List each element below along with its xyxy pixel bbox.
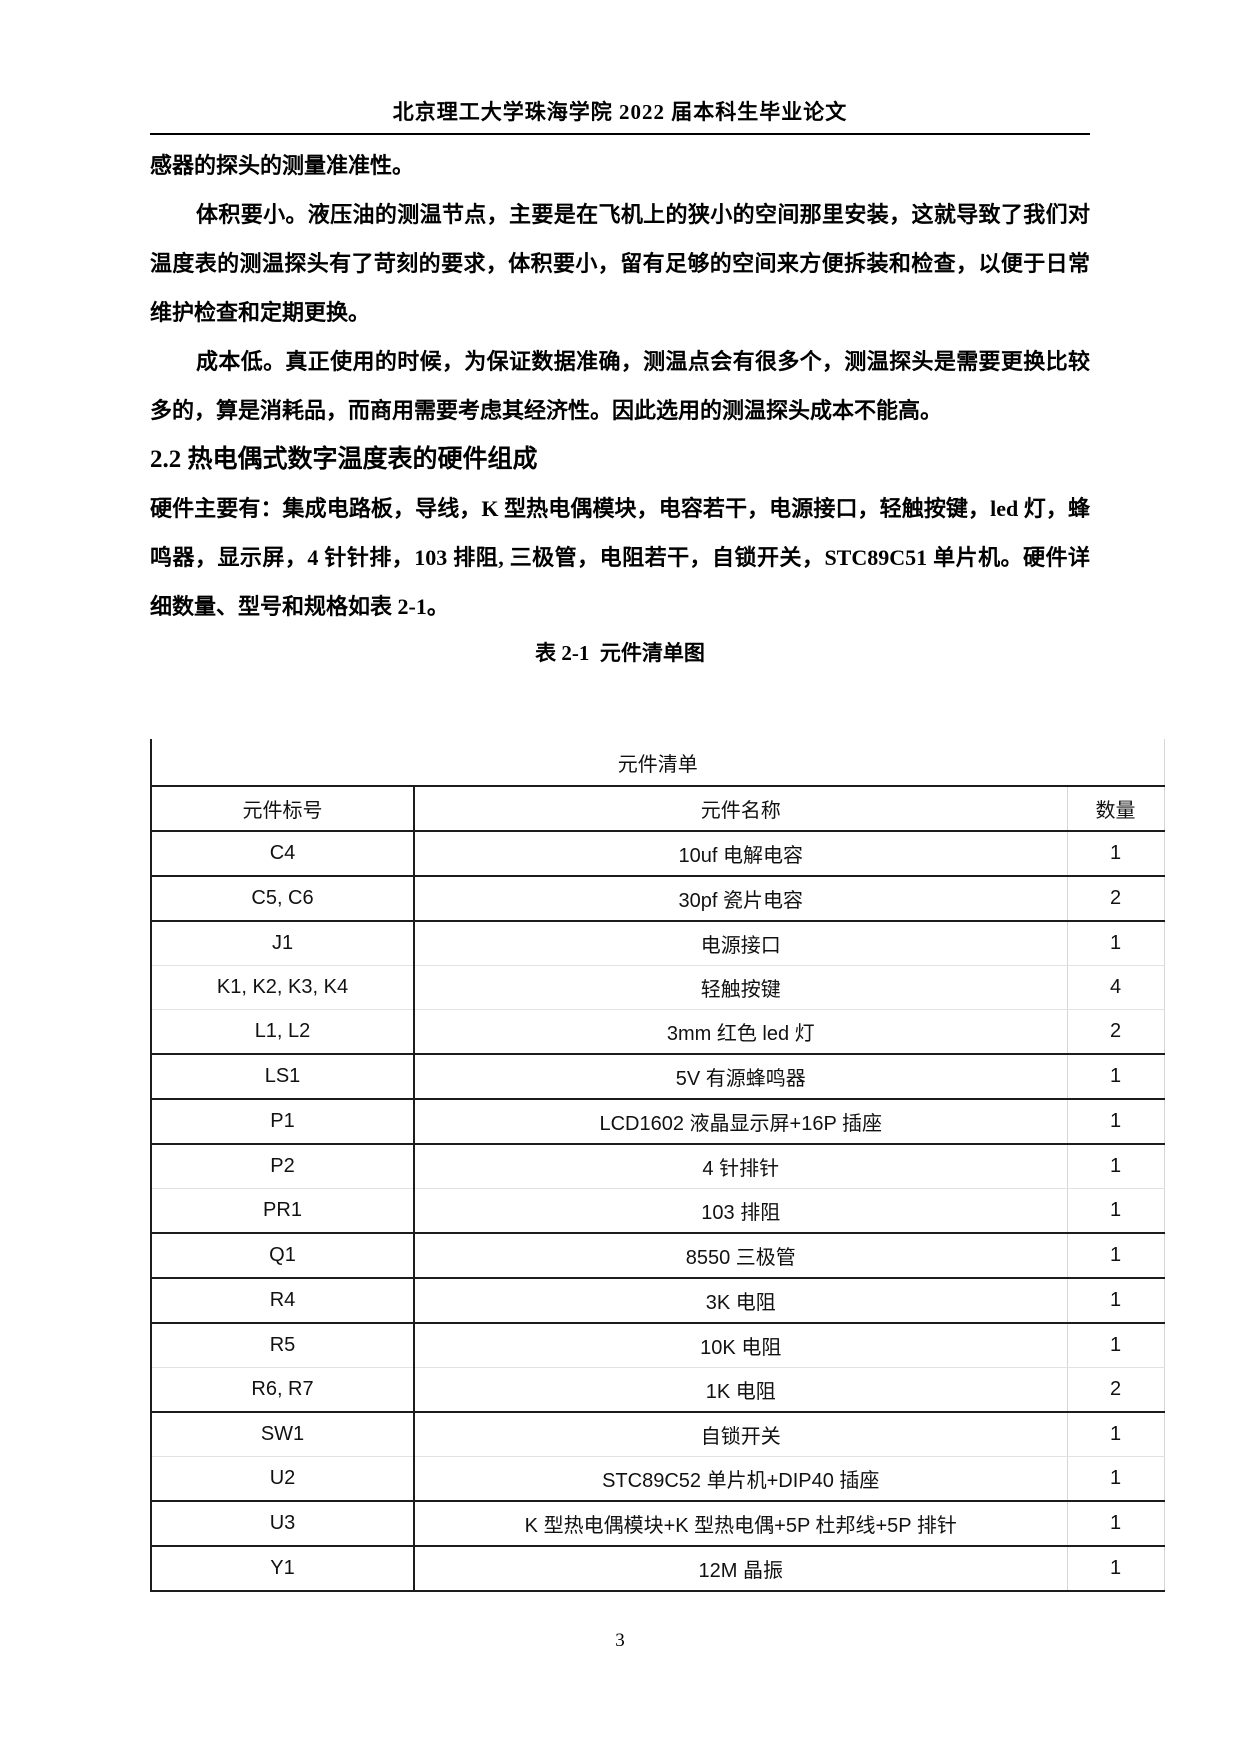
table-row: P1 LCD1602 液晶显示屏+16P 插座 1	[150, 1099, 1165, 1145]
header-title: 北京理工大学珠海学院 2022 届本科生毕业论文	[392, 100, 848, 124]
cell-component-id: R5	[150, 1323, 415, 1368]
table-title: 元件清单	[149, 739, 1165, 787]
cell-component-id: C5, C6	[150, 876, 415, 922]
cell-component-id: P1	[150, 1099, 415, 1145]
cell-component-name: STC89C52 单片机+DIP40 插座	[414, 1456, 1068, 1502]
cell-quantity: 2	[1067, 876, 1165, 922]
cell-component-name: 1K 电阻	[414, 1367, 1068, 1413]
cell-quantity: 1	[1067, 1144, 1165, 1189]
cell-component-name: 5V 有源蜂鸣器	[414, 1054, 1068, 1100]
cell-component-id: R4	[150, 1278, 415, 1324]
table-row: R6, R7 1K 电阻 2	[150, 1367, 1165, 1413]
cell-component-name: 3mm 红色 led 灯	[414, 1009, 1068, 1055]
cell-component-name: 自锁开关	[414, 1412, 1068, 1457]
cell-component-id: Y1	[150, 1546, 415, 1592]
table-header-row: 元件标号 元件名称 数量	[150, 786, 1165, 832]
cell-component-name: 10uf 电解电容	[414, 831, 1068, 877]
cell-component-id: Q1	[150, 1233, 415, 1279]
cell-component-id: K1, K2, K3, K4	[150, 965, 415, 1010]
paragraph-cost: 成本低。真正使用的时候，为保证数据准确，测温点会有很多个，测温探头是需要更换比较…	[150, 349, 1090, 423]
table-row: P2 4 针排针 1	[150, 1144, 1165, 1189]
cell-component-id: L1, L2	[150, 1009, 415, 1055]
cell-component-id: U3	[150, 1501, 415, 1547]
cell-component-name: 8550 三极管	[414, 1233, 1068, 1279]
cell-quantity: 2	[1067, 1009, 1165, 1055]
cell-component-id: C4	[150, 831, 415, 877]
cell-component-name: 4 针排针	[414, 1144, 1068, 1189]
cell-component-name: 103 排阻	[414, 1188, 1068, 1234]
table-row: Y1 12M 晶振 1	[150, 1546, 1165, 1592]
paragraph-volume: 体积要小。液压油的测温节点，主要是在飞机上的狭小的空间那里安装，这就导致了我们对…	[150, 202, 1090, 325]
table-row: J1 电源接口 1	[150, 921, 1165, 966]
cell-component-id: U2	[150, 1456, 415, 1502]
cell-component-id: LS1	[150, 1054, 415, 1100]
cell-component-name: 电源接口	[414, 921, 1068, 966]
column-header-component-id: 元件标号	[150, 786, 415, 832]
table-row: C4 10uf 电解电容 1	[150, 831, 1165, 877]
cell-component-name: K 型热电偶模块+K 型热电偶+5P 杜邦线+5P 排针	[414, 1501, 1068, 1547]
cell-component-name: 12M 晶振	[414, 1546, 1068, 1592]
cell-quantity: 1	[1067, 1278, 1165, 1324]
cell-component-id: J1	[150, 921, 415, 966]
column-header-component-name: 元件名称	[414, 786, 1068, 832]
cell-quantity: 1	[1067, 1188, 1165, 1234]
cell-component-id: PR1	[150, 1188, 415, 1234]
page-number: 3	[615, 1630, 625, 1651]
table-row: C5, C6 30pf 瓷片电容 2	[150, 876, 1165, 922]
cell-quantity: 1	[1067, 831, 1165, 877]
cell-quantity: 4	[1067, 965, 1165, 1010]
table-row: U3 K 型热电偶模块+K 型热电偶+5P 杜邦线+5P 排针 1	[150, 1501, 1165, 1547]
cell-quantity: 1	[1067, 1233, 1165, 1279]
column-header-quantity: 数量	[1067, 786, 1165, 832]
cell-component-name: LCD1602 液晶显示屏+16P 插座	[414, 1099, 1068, 1145]
table-caption: 表 2-1 元件清单图	[535, 641, 705, 665]
section-heading: 2.2 热电偶式数字温度表的硬件组成	[150, 446, 538, 473]
body-text: 感器的探头的测量准准性。 体积要小。液压油的测温节点，主要是在飞机上的狭小的空间…	[150, 141, 1090, 631]
table-row: R5 10K 电阻 1	[150, 1323, 1165, 1368]
cell-quantity: 1	[1067, 921, 1165, 966]
table-row: SW1 自锁开关 1	[150, 1412, 1165, 1457]
paragraph-hardware: 硬件主要有：集成电路板，导线，K 型热电偶模块，电容若干，电源接口，轻触按键，l…	[150, 496, 1090, 619]
cell-quantity: 1	[1067, 1412, 1165, 1457]
cell-quantity: 1	[1067, 1546, 1165, 1592]
table-row: K1, K2, K3, K4 轻触按键 4	[150, 965, 1165, 1010]
cell-quantity: 1	[1067, 1054, 1165, 1100]
parts-table: 元件清单 元件标号 元件名称 数量 C4 10uf 电解电容 1 C5, C6 30pf…	[149, 739, 1165, 1592]
cell-quantity: 1	[1067, 1456, 1165, 1502]
page-header: 北京理工大学珠海学院 2022 届本科生毕业论文	[150, 0, 1090, 135]
cell-component-id: R6, R7	[150, 1367, 415, 1413]
table-body: C4 10uf 电解电容 1 C5, C6 30pf 瓷片电容 2 J1 电源接口 1 K1, K…	[150, 831, 1165, 1592]
cell-quantity: 1	[1067, 1099, 1165, 1145]
cell-component-name: 轻触按键	[414, 965, 1068, 1010]
cell-quantity: 2	[1067, 1367, 1165, 1413]
table-row: R4 3K 电阻 1	[150, 1278, 1165, 1324]
cell-quantity: 1	[1067, 1323, 1165, 1368]
table-row: Q1 8550 三极管 1	[150, 1233, 1165, 1279]
table-row: U2 STC89C52 单片机+DIP40 插座 1	[150, 1456, 1165, 1502]
table-title-row: 元件清单	[149, 739, 1165, 787]
table-row: LS1 5V 有源蜂鸣器 1	[150, 1054, 1165, 1100]
cell-component-id: SW1	[150, 1412, 415, 1457]
table-row: PR1 103 排阻 1	[150, 1188, 1165, 1234]
paragraph-continuation: 感器的探头的测量准准性。	[150, 153, 415, 178]
cell-component-name: 30pf 瓷片电容	[414, 876, 1068, 922]
cell-quantity: 1	[1067, 1501, 1165, 1547]
cell-component-id: P2	[150, 1144, 415, 1189]
cell-component-name: 3K 电阻	[414, 1278, 1068, 1324]
cell-component-name: 10K 电阻	[414, 1323, 1068, 1368]
